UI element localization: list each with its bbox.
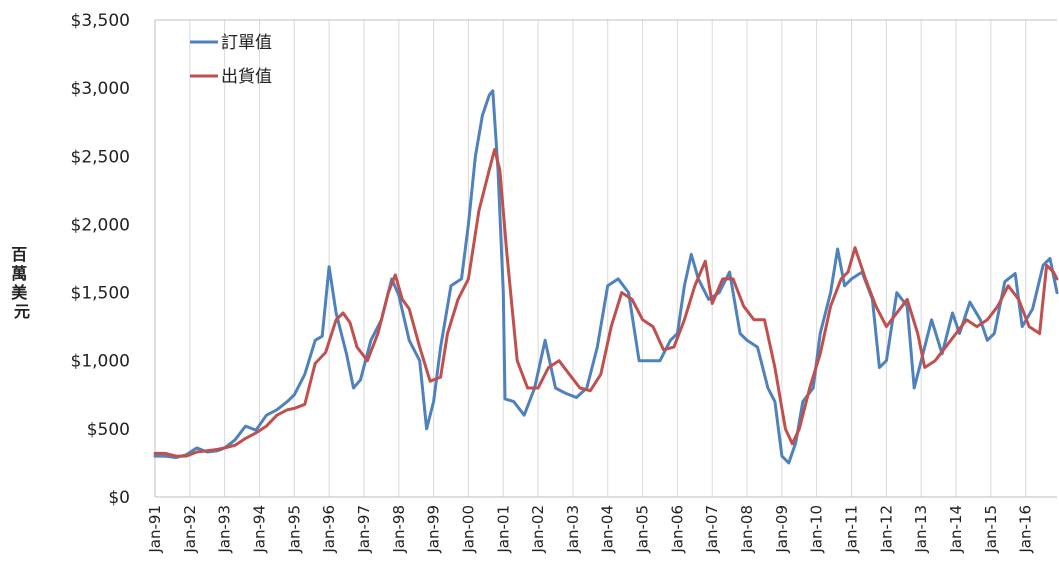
x-tick-label: Jan-93 <box>216 505 234 554</box>
x-tick-label: Jan-96 <box>320 505 338 554</box>
legend-label-shipments: 出貨值 <box>221 67 272 87</box>
legend-label-orders: 訂單值 <box>221 33 272 53</box>
legend: 訂單值 出貨值 <box>190 33 272 87</box>
x-tick-label: Jan-16 <box>1017 505 1035 554</box>
x-tick-label: Jan-15 <box>982 505 1000 554</box>
vertical-gridlines <box>189 20 1027 497</box>
x-tick-label: Jan-02 <box>529 505 547 554</box>
x-tick-label: Jan-10 <box>808 505 826 554</box>
x-tick-label: Jan-05 <box>634 505 652 554</box>
y-tick-label: $2,500 <box>71 147 130 167</box>
series-line-0 <box>153 89 1059 465</box>
x-tick-label: Jan-97 <box>355 505 373 554</box>
y-tick-label: $3,500 <box>71 11 130 31</box>
series-line-1 <box>153 148 1059 458</box>
y-tick-label: $0 <box>108 488 130 508</box>
x-tick-label: Jan-12 <box>877 505 895 554</box>
y-tick-label: $500 <box>87 420 130 440</box>
y-tick-labels: $0 $500 $1,000 $1,500 $2,000 $2,500 $3,000 $3,5… <box>71 11 130 508</box>
x-tick-label: Jan-99 <box>425 505 443 554</box>
axes <box>154 19 1057 498</box>
x-tick-label: Jan-04 <box>599 505 617 554</box>
x-tick-label: Jan-14 <box>947 505 965 554</box>
y-axis-label: 百 萬 美 元 <box>11 245 33 321</box>
x-tick-label: Jan-91 <box>146 505 164 554</box>
x-tick-label: Jan-09 <box>773 505 791 554</box>
series-lines <box>153 89 1059 465</box>
x-tick-label: Jan-00 <box>459 505 477 554</box>
x-tick-label: Jan-13 <box>912 505 930 554</box>
x-tick-labels: Jan-91 Jan-92 Jan-93 Jan-94 Jan-95 Jan-96 Jan-… <box>146 505 1035 554</box>
y-tick-label: $3,000 <box>71 79 130 99</box>
x-tick-label: Jan-07 <box>703 505 721 554</box>
x-tick-label: Jan-08 <box>738 505 756 554</box>
y-tick-label: $2,000 <box>71 215 130 235</box>
x-tick-label: Jan-03 <box>564 505 582 554</box>
x-tick-label: Jan-92 <box>181 505 199 554</box>
x-tick-label: Jan-95 <box>285 505 303 554</box>
x-tick-label: Jan-94 <box>250 505 268 554</box>
y-tick-label: $1,000 <box>71 352 130 372</box>
x-tick-label: Jan-01 <box>494 505 512 554</box>
x-tick-label: Jan-11 <box>843 505 861 554</box>
x-tick-label: Jan-06 <box>668 505 686 554</box>
x-tick-label: Jan-98 <box>390 505 408 554</box>
y-tick-label: $1,500 <box>71 284 130 304</box>
